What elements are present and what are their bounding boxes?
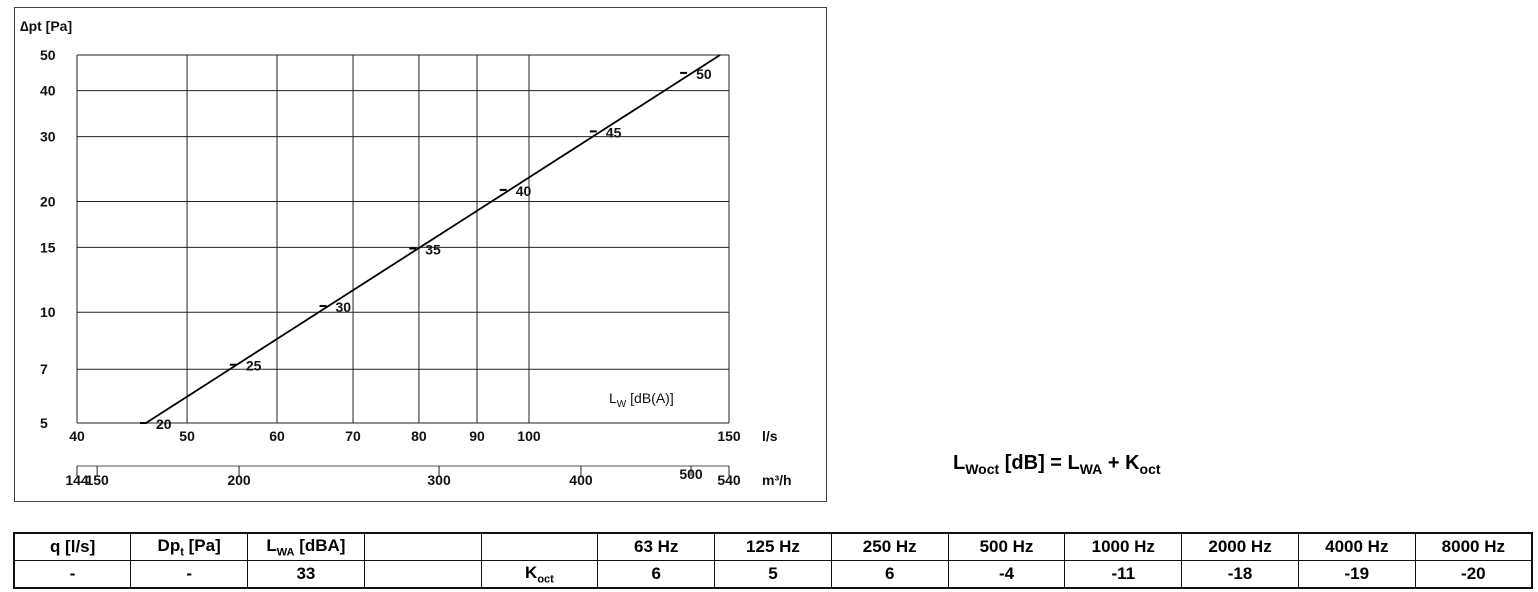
header-q: q [l/s] <box>13 532 132 561</box>
value-row: - - 33 Koct 6 5 6 -4 -11 -18 -19 -20 <box>13 560 1533 589</box>
x2-tick-label: 300 <box>427 472 451 488</box>
y-tick-label: 20 <box>40 193 56 209</box>
y-tick-label: 7 <box>40 361 48 377</box>
x2-axis-label: m³/h <box>762 472 792 488</box>
marker-label: 30 <box>336 299 352 315</box>
blank-cell <box>480 532 599 561</box>
band-header: 1000 Hz <box>1064 532 1183 561</box>
marker-label: 40 <box>516 183 532 199</box>
data-table: q [l/s] Dpt [Pa] LWA [dBA] 63 Hz 125 Hz … <box>13 532 1533 589</box>
formula: LWoct [dB] = LWA + Koct <box>953 452 1161 477</box>
marker-label: 25 <box>246 358 262 374</box>
x-axis-label: l/s <box>762 428 778 444</box>
koct-label: Koct <box>480 560 599 589</box>
koct-value: -18 <box>1181 560 1299 589</box>
chart-frame <box>14 7 827 502</box>
x-tick-label: 70 <box>345 428 361 444</box>
pressure-sound-chart: 40 50 60 70 80 90 100 150 5 7 10 15 20 30 40 50 ∆pt [Pa]… <box>20 18 792 488</box>
marker-label: 35 <box>425 241 441 257</box>
lwa-value: 33 <box>247 560 365 589</box>
dp-value: - <box>130 560 249 589</box>
marker-label: 45 <box>606 124 622 140</box>
y-tick-label: 30 <box>40 129 56 145</box>
blank-cell <box>363 560 482 589</box>
band-header: 125 Hz <box>714 532 832 561</box>
koct-value: -20 <box>1414 560 1533 589</box>
header-dp: Dpt [Pa] <box>130 532 249 561</box>
x-tick-label: 100 <box>517 428 541 444</box>
marker-label: 50 <box>696 66 712 82</box>
x2-tick-label: 540 <box>717 472 741 488</box>
band-header: 2000 Hz <box>1181 532 1299 561</box>
x-tick-label: 40 <box>69 428 85 444</box>
x2-tick-label: 144 <box>65 472 89 488</box>
koct-value: 6 <box>830 560 949 589</box>
x2-tick-label: 400 <box>569 472 593 488</box>
y-tick-label: 10 <box>40 304 56 320</box>
x-tick-label: 90 <box>469 428 485 444</box>
band-header: 4000 Hz <box>1297 532 1416 561</box>
koct-value: 5 <box>714 560 832 589</box>
header-row: q [l/s] Dpt [Pa] LWA [dBA] 63 Hz 125 Hz … <box>13 532 1533 561</box>
band-header: 500 Hz <box>947 532 1066 561</box>
header-lwa: LWA [dBA] <box>247 532 365 561</box>
x2-tick-label: 150 <box>85 472 109 488</box>
y-tick-label: 15 <box>40 239 56 255</box>
x-tick-label: 80 <box>411 428 427 444</box>
koct-value: 6 <box>597 560 716 589</box>
blank-cell <box>363 532 482 561</box>
x2-tick-label: 500 <box>679 466 703 482</box>
koct-value: -19 <box>1297 560 1416 589</box>
koct-value: -4 <box>947 560 1066 589</box>
y-axis-label: ∆pt [Pa] <box>20 18 72 34</box>
series-label: LW [dB(A)] <box>609 390 674 410</box>
y-tick-label: 40 <box>40 83 56 99</box>
x-tick-label: 60 <box>269 428 285 444</box>
band-header: 250 Hz <box>830 532 949 561</box>
marker-label: 20 <box>156 416 172 432</box>
x2-tick-label: 200 <box>227 472 251 488</box>
x-tick-label: 150 <box>717 428 741 444</box>
series-line <box>145 54 721 424</box>
y-tick-label: 5 <box>40 415 48 431</box>
band-header: 8000 Hz <box>1414 532 1533 561</box>
q-value: - <box>13 560 132 589</box>
band-header: 63 Hz <box>597 532 716 561</box>
y-tick-label: 50 <box>40 47 56 63</box>
x-tick-label: 50 <box>179 428 195 444</box>
koct-value: -11 <box>1064 560 1183 589</box>
